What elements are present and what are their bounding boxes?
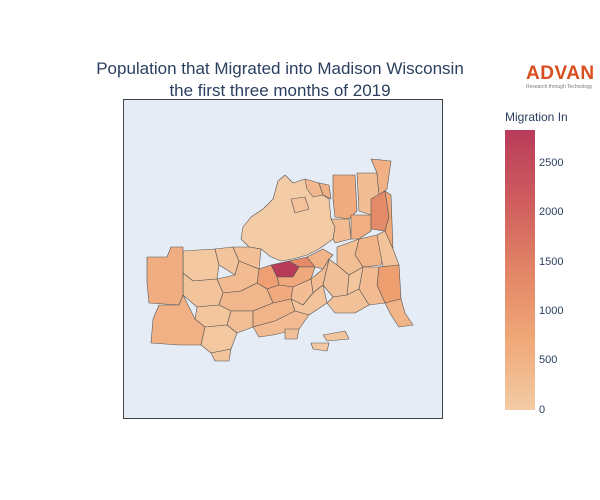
colorbar	[505, 130, 535, 410]
legend-title: Migration In	[505, 110, 568, 124]
tract-ne-5	[350, 214, 372, 240]
tick-0: 0	[539, 404, 546, 416]
tract-sw-2	[210, 348, 232, 362]
tract-e-2	[376, 230, 400, 268]
brand-name: ADVAN	[526, 63, 595, 84]
tick-2500: 2500	[539, 157, 564, 169]
tract-lakeside-2	[310, 342, 330, 352]
chart-title: Population that Migrated into Madison Wi…	[0, 58, 560, 102]
brand-tagline: Research through Technology	[526, 84, 593, 90]
tract-ne-1	[332, 174, 358, 220]
tract-north-small-2	[318, 182, 332, 200]
advan-logo: ADVAN Research through Technology	[526, 63, 598, 91]
tract-s-4	[326, 288, 370, 314]
title-line-1: Population that Migrated into Madison Wi…	[96, 59, 464, 78]
tract-north-small-3	[290, 196, 310, 214]
tract-e-5	[384, 298, 414, 328]
tract-ne-4	[330, 218, 352, 244]
tract-north-small-1	[304, 178, 324, 198]
tract-s-3	[252, 310, 310, 338]
title-line-2: the first three months of 2019	[169, 81, 391, 100]
tick-1000: 1000	[539, 305, 564, 317]
tract-lakeside-3	[284, 328, 300, 340]
tract-lakeside-1	[322, 330, 350, 342]
tick-1500: 1500	[539, 256, 564, 268]
tract-w-3	[232, 246, 262, 270]
madison-choropleth-map[interactable]	[123, 99, 443, 419]
tick-2000: 2000	[539, 206, 564, 218]
tract-w-1	[182, 248, 220, 282]
tick-500: 500	[539, 354, 558, 366]
